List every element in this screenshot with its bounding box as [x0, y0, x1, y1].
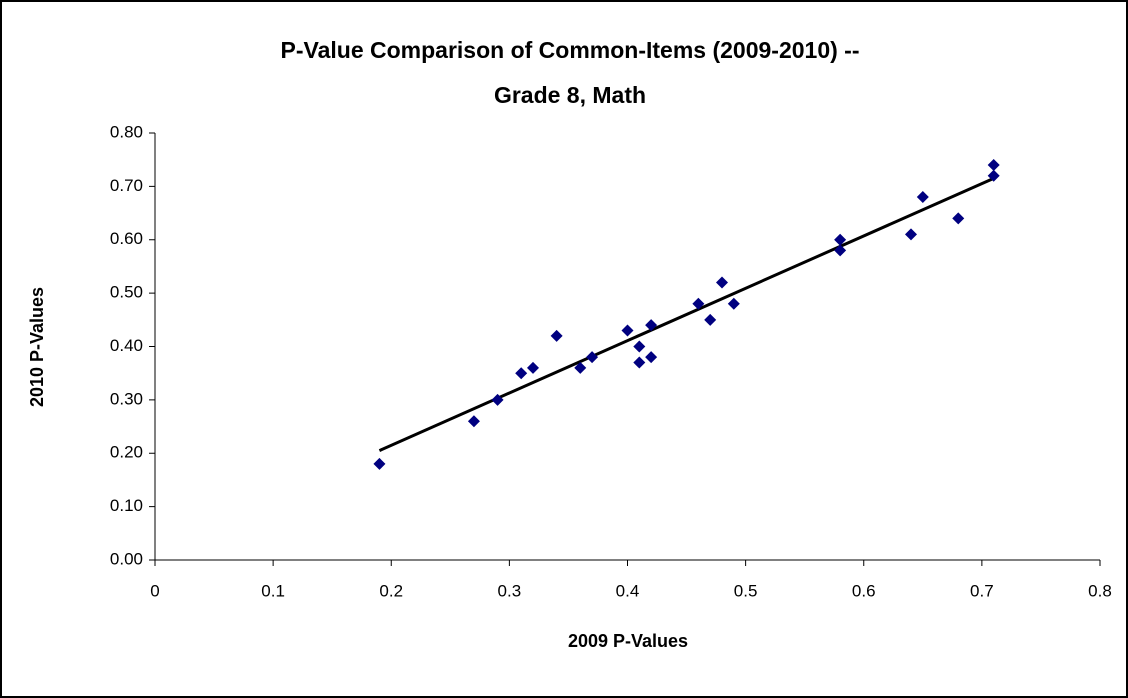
data-point — [834, 244, 847, 257]
data-point — [550, 329, 563, 342]
x-tick-label: 0.1 — [261, 581, 285, 600]
data-point — [373, 457, 386, 470]
x-tick-label: 0.5 — [734, 581, 758, 600]
data-point — [467, 415, 480, 428]
data-point — [645, 351, 658, 364]
data-point — [515, 367, 528, 380]
data-point — [491, 393, 504, 406]
data-point — [527, 361, 539, 374]
data-point — [633, 340, 646, 353]
data-point — [716, 276, 728, 289]
y-tick-label: 0.50 — [110, 283, 143, 302]
chart-subtitle: Grade 8, Math — [494, 82, 646, 108]
y-tick-label: 0.10 — [110, 496, 143, 515]
chart-title: P-Value Comparison of Common-Items (2009… — [281, 37, 860, 63]
data-point — [952, 212, 965, 225]
y-tick-label: 0.70 — [110, 176, 143, 195]
data-point — [905, 228, 917, 241]
data-point — [645, 319, 658, 332]
x-tick-label: 0.2 — [379, 581, 403, 600]
data-point — [692, 297, 705, 310]
x-axis-title: 2009 P-Values — [568, 631, 688, 651]
x-tick-label: 0.7 — [970, 581, 994, 600]
x-tick-label: 0.3 — [498, 581, 522, 600]
data-point — [727, 297, 740, 310]
data-point — [574, 361, 587, 374]
x-tick-label: 0 — [150, 581, 159, 600]
y-tick-label: 0.80 — [110, 122, 143, 141]
data-point — [987, 169, 1000, 182]
y-tick-label: 0.40 — [110, 336, 143, 355]
x-tick-label: 0.4 — [616, 581, 640, 600]
x-tick-label: 0.6 — [852, 581, 876, 600]
x-tick-label: 0.8 — [1088, 581, 1112, 600]
data-point — [633, 356, 646, 369]
y-tick-label: 0.00 — [110, 549, 143, 568]
y-tick-label: 0.20 — [110, 443, 143, 462]
y-tick-label: 0.60 — [110, 229, 143, 248]
data-point — [834, 233, 847, 246]
y-tick-label: 0.30 — [110, 389, 143, 408]
data-point — [621, 324, 634, 337]
y-axis-title: 2010 P-Values — [27, 287, 47, 407]
data-point — [704, 313, 717, 326]
data-point — [586, 351, 599, 364]
trendline — [378, 176, 995, 452]
data-point — [916, 191, 929, 204]
data-point — [987, 159, 1000, 172]
